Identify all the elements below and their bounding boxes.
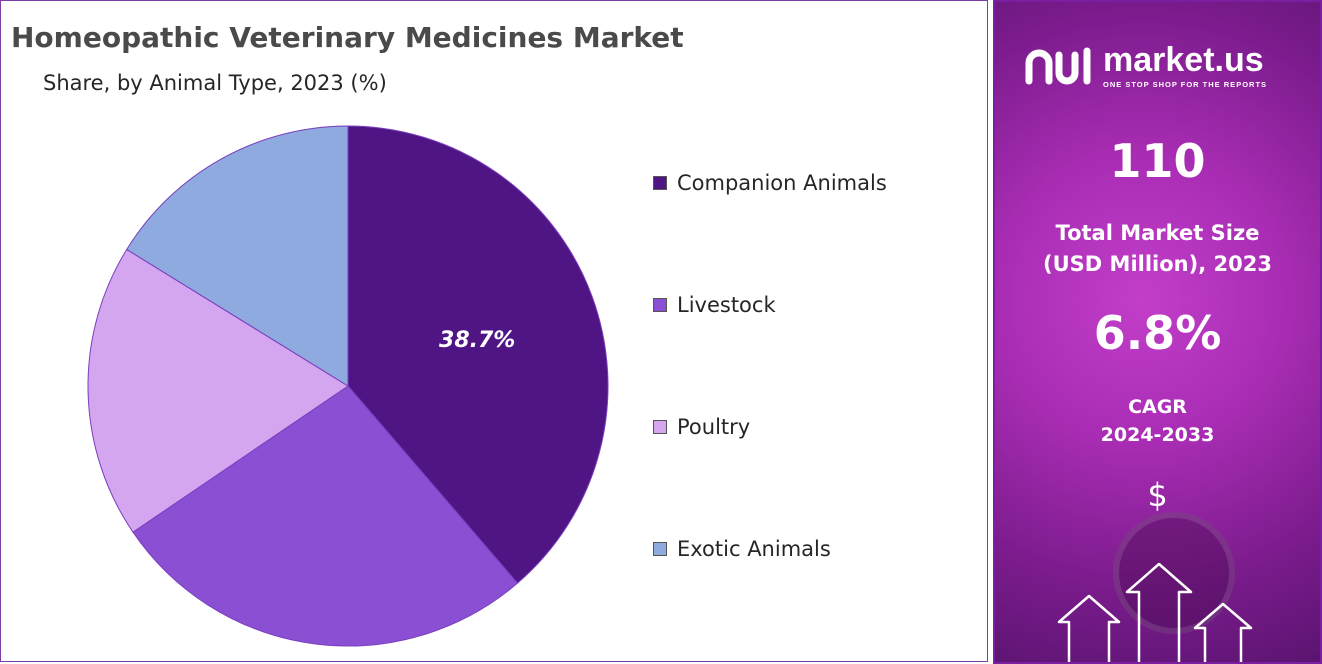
legend-swatch [653,420,667,434]
legend-label: Poultry [677,415,751,439]
market-size-value: 110 [1109,134,1206,188]
logo-name: market.us [1103,41,1264,79]
legend-item-companion-animals: Companion Animals [653,171,887,195]
data-label-companion-animals: 38.7% [439,328,515,353]
dollar-icon: $ [1147,476,1168,514]
pie-slice-poultry [87,248,349,533]
pie-slice-companion-animals [347,125,609,584]
cagr-value: 6.8% [1093,306,1222,360]
stats-panel: market.us ONE STOP SHOP FOR THE REPORTS … [993,0,1322,664]
pie-chart: 38.7% [87,125,609,647]
cagr-period: 2024-2033 [1100,424,1215,446]
legend-swatch [653,298,667,312]
legend-item-poultry: Poultry [653,415,750,439]
legend-item-livestock: Livestock [653,293,776,317]
pie-slice-livestock [132,385,519,647]
growth-arrows-icon [1057,562,1253,662]
logo-tagline: ONE STOP SHOP FOR THE REPORTS [1103,80,1268,89]
legend-label: Companion Animals [677,171,887,195]
legend-swatch [653,176,667,190]
cagr-label: CAGR [1128,396,1187,418]
logo-mark-icon [1025,47,1091,84]
market-size-label-line2: (USD Million), 2023 [1043,252,1272,276]
legend-swatch [653,542,667,556]
market-size-label-line1: Total Market Size [1055,221,1260,245]
legend-label: Livestock [677,293,776,317]
chart-title: Homeopathic Veterinary Medicines Market [11,21,684,54]
legend-item-exotic-animals: Exotic Animals [653,537,831,561]
chart-subtitle: Share, by Animal Type, 2023 (%) [43,71,387,95]
legend-label: Exotic Animals [677,537,831,561]
decorative-cup-shape [1113,512,1235,634]
chart-panel: Homeopathic Veterinary Medicines Market … [0,0,988,662]
pie-slice-exotic-animals [126,125,349,387]
market-us-logo: market.us ONE STOP SHOP FOR THE REPORTS [1025,42,1267,89]
